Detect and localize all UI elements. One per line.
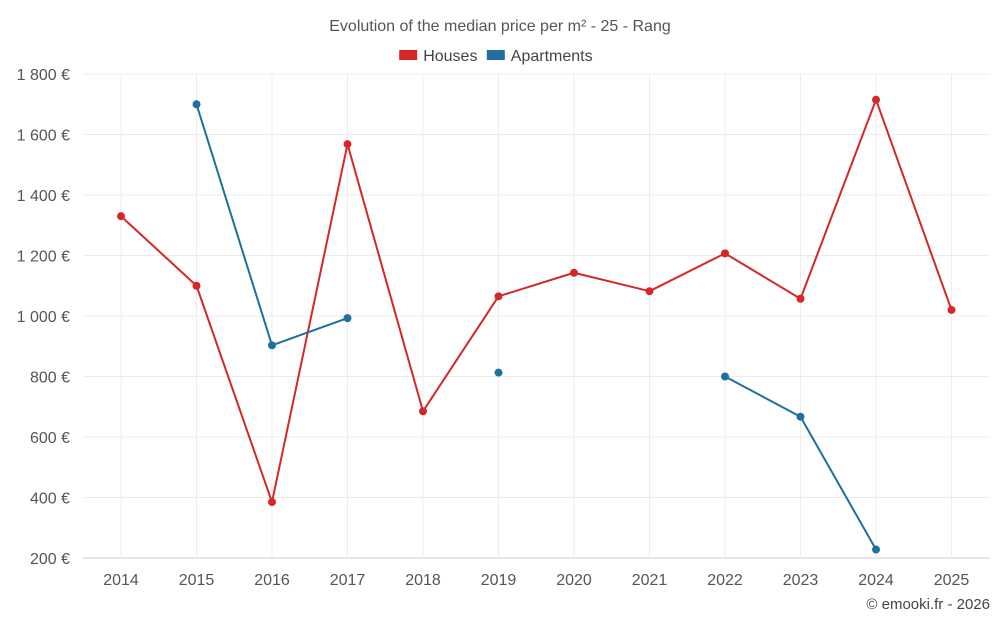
data-point-apartments[interactable] bbox=[796, 412, 805, 421]
x-tick-label: 2025 bbox=[934, 572, 970, 589]
data-point-houses[interactable] bbox=[192, 281, 201, 290]
x-tick-label: 2015 bbox=[179, 572, 215, 589]
x-tick-label: 2017 bbox=[330, 572, 366, 589]
y-tick-label: 600 € bbox=[30, 430, 70, 447]
data-point-houses[interactable] bbox=[343, 140, 352, 149]
y-tick-label: 1 600 € bbox=[17, 128, 70, 145]
x-axis: 2014 2015 2016 2017 2018 2019 2020 2021 2022 2023… bbox=[103, 572, 969, 589]
legend-label-houses: Houses bbox=[423, 48, 477, 65]
legend-label-apartments: Apartments bbox=[511, 48, 593, 65]
data-point-apartments[interactable] bbox=[343, 314, 352, 323]
data-point-houses[interactable] bbox=[268, 498, 276, 507]
data-point-houses[interactable] bbox=[570, 268, 578, 277]
data-point-apartments[interactable] bbox=[192, 100, 201, 109]
y-tick-label: 800 € bbox=[30, 370, 70, 387]
grid bbox=[83, 73, 990, 559]
credit-text: © emooki.fr - 2026 bbox=[866, 596, 990, 613]
series-line-houses bbox=[120, 98, 953, 504]
data-point-houses[interactable] bbox=[494, 292, 503, 301]
x-tick-label: 2024 bbox=[858, 572, 894, 589]
data-point-apartments[interactable] bbox=[268, 341, 276, 350]
legend-item-houses[interactable]: Houses bbox=[399, 48, 477, 65]
y-tick-label: 400 € bbox=[30, 491, 70, 508]
y-tick-label: 1 000 € bbox=[17, 309, 70, 326]
y-tick-label: 1 800 € bbox=[17, 67, 70, 84]
data-point-houses[interactable] bbox=[872, 95, 880, 104]
x-tick-label: 2020 bbox=[556, 572, 592, 589]
legend-swatch-apartments bbox=[486, 50, 505, 60]
y-axis: 200 € 400 € 600 € 800 € 1 000 € 1 200 € 1 400 … bbox=[17, 67, 70, 568]
data-point-houses[interactable] bbox=[419, 407, 427, 416]
y-tick-label: 200 € bbox=[30, 551, 70, 568]
data-point-houses[interactable] bbox=[721, 249, 729, 258]
data-point-houses[interactable] bbox=[796, 294, 805, 303]
x-tick-label: 2019 bbox=[481, 572, 517, 589]
data-point-houses[interactable] bbox=[947, 305, 956, 314]
series-apartments bbox=[192, 100, 880, 554]
legend-swatch-houses bbox=[399, 50, 418, 60]
data-point-apartments[interactable] bbox=[872, 545, 880, 554]
legend-item-apartments[interactable]: Apartments bbox=[486, 48, 593, 65]
y-tick-label: 1 200 € bbox=[17, 249, 70, 266]
data-point-houses[interactable] bbox=[645, 287, 654, 296]
chart-title: Evolution of the median price per m² - 2… bbox=[329, 18, 671, 35]
data-point-apartments[interactable] bbox=[494, 368, 503, 377]
series-houses bbox=[117, 95, 956, 507]
x-tick-label: 2021 bbox=[632, 572, 668, 589]
x-tick-label: 2022 bbox=[707, 572, 743, 589]
data-point-apartments[interactable] bbox=[721, 372, 729, 381]
data-point-houses[interactable] bbox=[117, 212, 125, 221]
x-tick-label: 2014 bbox=[103, 572, 139, 589]
x-tick-label: 2023 bbox=[783, 572, 819, 589]
legend: Houses Apartments bbox=[399, 48, 593, 65]
series-group bbox=[117, 95, 956, 554]
y-tick-label: 1 400 € bbox=[17, 188, 70, 205]
x-tick-label: 2016 bbox=[254, 572, 290, 589]
x-tick-label: 2018 bbox=[405, 572, 441, 589]
